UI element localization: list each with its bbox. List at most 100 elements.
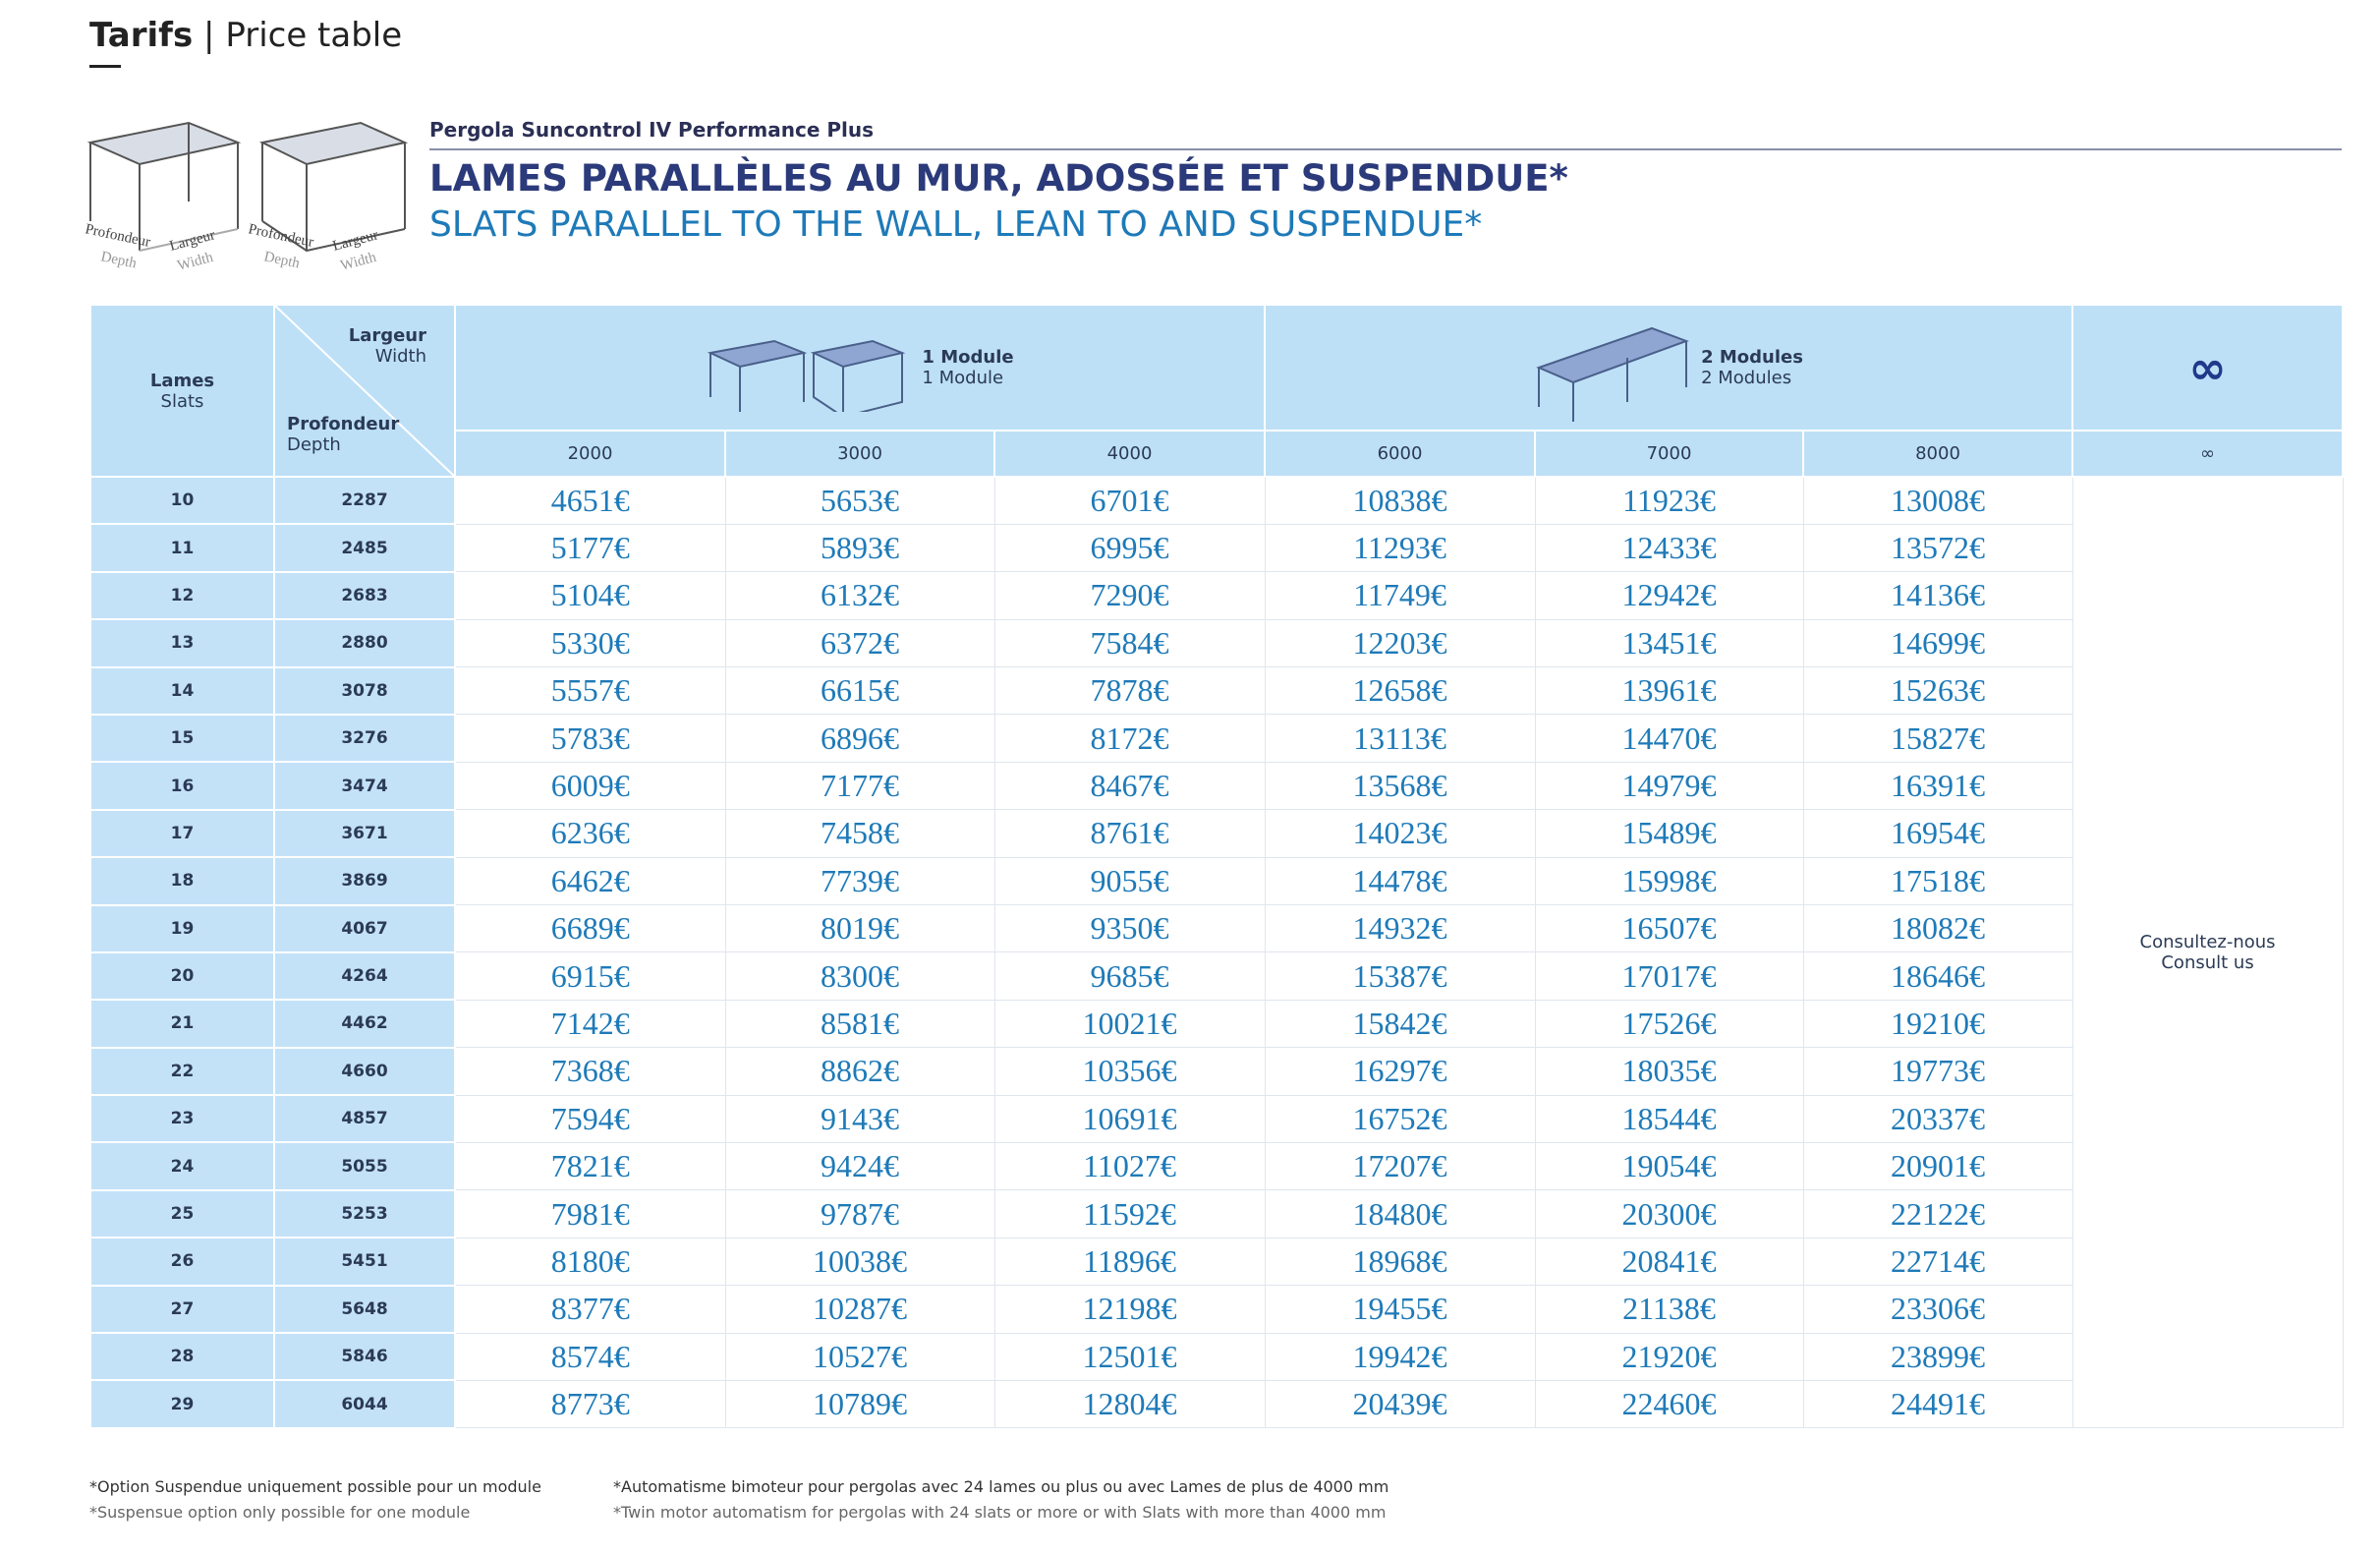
price-cell: 20439€ <box>1264 1379 1536 1429</box>
price-cell: 9055€ <box>993 856 1266 906</box>
price-cell: 18968€ <box>1264 1237 1536 1287</box>
price-cell: 15387€ <box>1264 951 1536 1001</box>
slats-cell: 15 <box>89 713 275 764</box>
price-cell: 14699€ <box>1802 618 2073 668</box>
depth-cell: 4660 <box>273 1046 456 1097</box>
price-cell: 17518€ <box>1802 856 2073 906</box>
price-cell: 13008€ <box>1802 476 2073 525</box>
depth-cell: 4462 <box>273 999 456 1049</box>
price-cell: 16507€ <box>1534 904 1804 953</box>
price-cell: 6995€ <box>993 523 1266 573</box>
price-cell: 9143€ <box>724 1094 995 1143</box>
depth-label: Profondeur Depth <box>287 414 399 455</box>
price-row: 29 6044 8773€ 10789€ 12804€ 20439€ 22460€ 24491… <box>89 1379 2343 1429</box>
consult-fr: Consultez-nous <box>2139 932 2276 953</box>
price-row: 26 5451 8180€ 10038€ 11896€ 18968€ 20841€ 22714… <box>89 1237 2343 1287</box>
price-cell: 15263€ <box>1802 666 2073 716</box>
price-cell: 8172€ <box>993 714 1266 763</box>
price-cell: 7142€ <box>454 999 726 1049</box>
width-header: 6000 <box>1264 430 1537 478</box>
depth-cell: 4264 <box>273 950 456 1002</box>
price-cell: 10021€ <box>993 999 1266 1049</box>
illus-label: Profondeur <box>84 221 151 251</box>
depth-cell: 5253 <box>273 1188 456 1239</box>
price-cell: 8581€ <box>724 999 995 1049</box>
price-table: Lames Slats Largeur Width Profondeur Depth … <box>89 304 2345 1429</box>
width-header: 3000 <box>724 430 995 478</box>
price-cell: 7584€ <box>993 618 1266 668</box>
price-cell: 17526€ <box>1534 999 1804 1049</box>
slats-cell: 28 <box>89 1332 275 1382</box>
price-row: 15 3276 5783€ 6896€ 8172€ 13113€ 14470€ 15827€ <box>89 713 2343 764</box>
price-cell: 6701€ <box>993 476 1266 525</box>
price-cell: 7821€ <box>454 1141 726 1191</box>
slats-cell: 18 <box>89 856 275 906</box>
price-cell: 12942€ <box>1534 571 1804 620</box>
label: Lames <box>149 370 215 391</box>
depth-cell: 3276 <box>273 713 456 764</box>
price-cell: 12198€ <box>993 1285 1266 1334</box>
illustration: Profondeur Depth Largeur Width Profondeu… <box>84 121 409 274</box>
price-cell: 15489€ <box>1534 809 1804 858</box>
price-cell: 10691€ <box>993 1094 1266 1143</box>
price-cell: 8862€ <box>724 1047 995 1096</box>
module2-header: 2 Modules 2 Modules <box>1264 304 2074 432</box>
price-cell: 20841€ <box>1534 1237 1804 1287</box>
price-row: 22 4660 7368€ 8862€ 10356€ 16297€ 18035€ 19773€ <box>89 1046 2343 1097</box>
price-cell: 11592€ <box>993 1189 1266 1238</box>
slats-cell: 25 <box>89 1188 275 1239</box>
price-row: 20 4264 6915€ 8300€ 9685€ 15387€ 17017€ 18646€ <box>89 950 2343 1002</box>
price-cell: 14478€ <box>1264 856 1536 906</box>
price-row: 28 5846 8574€ 10527€ 12501€ 19942€ 21920€ 23899… <box>89 1332 2343 1382</box>
price-cell: 14470€ <box>1534 714 1804 763</box>
label: Slats <box>160 390 204 412</box>
price-cell: 12658€ <box>1264 666 1536 716</box>
label: 1 Module <box>922 368 1004 388</box>
price-row: 13 2880 5330€ 6372€ 7584€ 12203€ 13451€ 14699€ <box>89 618 2343 668</box>
price-cell: 17207€ <box>1264 1141 1536 1191</box>
width-header: ∞ <box>2071 430 2345 478</box>
price-row: 12 2683 5104€ 6132€ 7290€ 11749€ 12942€ 14136€ <box>89 570 2343 621</box>
price-cell: 11293€ <box>1264 523 1536 573</box>
price-cell: 16391€ <box>1802 761 2073 811</box>
slats-cell: 11 <box>89 523 275 573</box>
price-cell: 6689€ <box>454 904 726 953</box>
price-cell: 5653€ <box>724 476 995 525</box>
price-cell: 10038€ <box>724 1237 995 1287</box>
price-cell: 9350€ <box>993 904 1266 953</box>
depth-cell: 2683 <box>273 570 456 621</box>
price-row: 25 5253 7981€ 9787€ 11592€ 18480€ 20300€ 22122€ <box>89 1188 2343 1239</box>
label: 2 Modules <box>1701 368 1792 388</box>
price-cell: 11027€ <box>993 1141 1266 1191</box>
slats-cell: 20 <box>89 950 275 1002</box>
price-cell: 12203€ <box>1264 618 1536 668</box>
price-cell: 7177€ <box>724 761 995 811</box>
depth-cell: 5451 <box>273 1237 456 1287</box>
rule <box>429 148 2342 150</box>
slats-cell: 14 <box>89 665 275 716</box>
price-cell: 6896€ <box>724 714 995 763</box>
price-cell: 23899€ <box>1802 1332 2073 1381</box>
title-underline <box>89 65 121 68</box>
price-cell: 5177€ <box>454 523 726 573</box>
illus-label: Width <box>339 250 378 274</box>
subtitle: Price table <box>225 16 403 55</box>
price-cell: 15998€ <box>1534 856 1804 906</box>
module-icon <box>708 339 906 412</box>
price-cell: 6372€ <box>724 618 995 668</box>
price-cell: 6236€ <box>454 809 726 858</box>
price-cell: 5783€ <box>454 714 726 763</box>
price-cell: 20337€ <box>1802 1094 2073 1143</box>
depth-cell: 2485 <box>273 523 456 573</box>
price-cell: 6615€ <box>724 666 995 716</box>
price-row: 27 5648 8377€ 10287€ 12198€ 19455€ 21138€ 23306… <box>89 1284 2343 1335</box>
depth-cell: 2287 <box>273 475 456 526</box>
price-row: 14 3078 5557€ 6615€ 7878€ 12658€ 13961€ 15263€ <box>89 665 2343 716</box>
dimension-header: Largeur Width Profondeur Depth <box>273 304 456 478</box>
depth-cell: 3869 <box>273 856 456 906</box>
separator: | <box>203 16 215 55</box>
price-cell: 8761€ <box>993 809 1266 858</box>
depth-cell: 4857 <box>273 1094 456 1144</box>
price-cell: 18035€ <box>1534 1047 1804 1096</box>
footnote-left: *Option Suspendue uniquement possible po… <box>89 1474 541 1526</box>
